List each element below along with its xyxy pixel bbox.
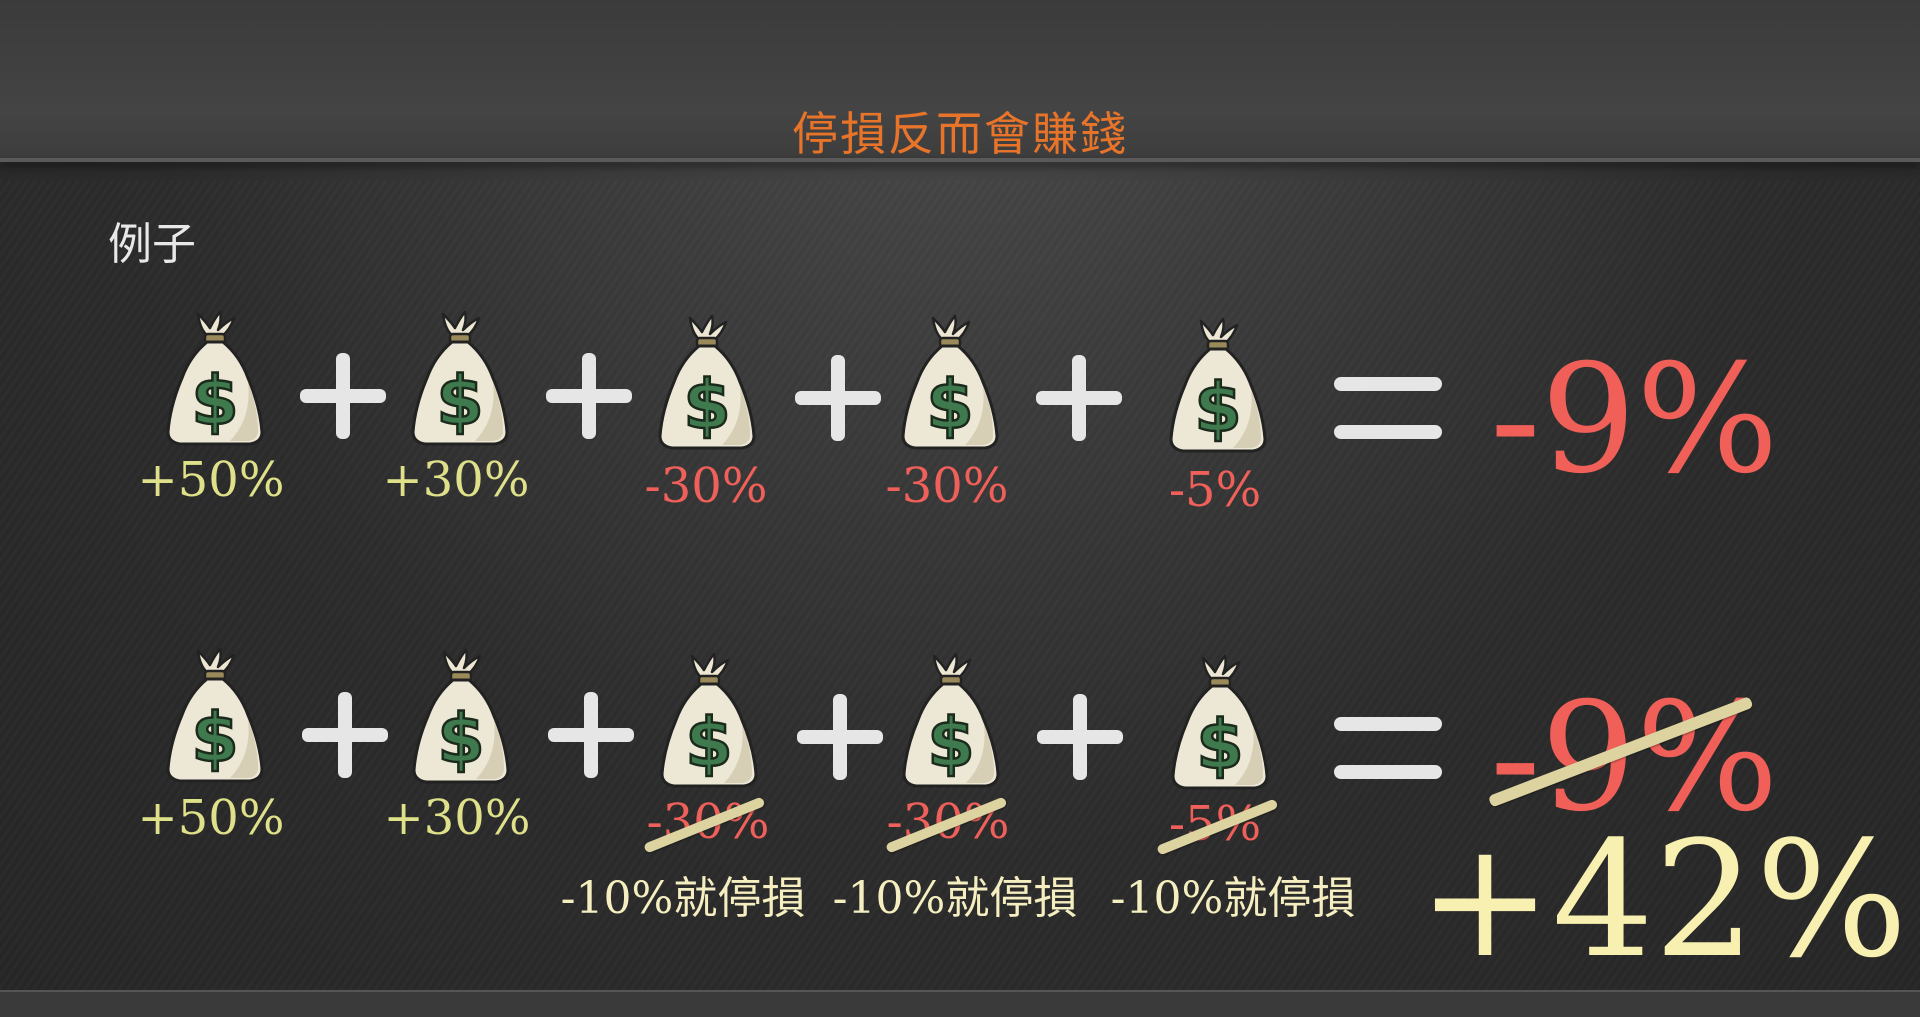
- plus-icon: [302, 692, 388, 778]
- row-2-new-result: +42%: [1418, 806, 1908, 993]
- equals-icon: [1334, 377, 1442, 439]
- plus-icon: [795, 355, 881, 441]
- plus-icon: [548, 692, 634, 778]
- money-bag-icon: [895, 312, 1005, 452]
- slide-subtitle: 例子: [108, 219, 196, 270]
- money-bag-icon: [896, 650, 1006, 790]
- percent-label: -30%: [644, 458, 768, 514]
- money-bag-icon: [1165, 652, 1275, 792]
- money-bag-icon: [405, 308, 515, 448]
- money-bag-icon: [160, 308, 270, 448]
- percent-label: +30%: [383, 790, 531, 846]
- bottom-band: [0, 990, 1920, 1017]
- header-divider: [0, 158, 1920, 162]
- money-bag-icon: [406, 646, 516, 786]
- slide-title: 停損反而會賺錢: [792, 107, 1128, 161]
- plus-icon: [300, 353, 386, 439]
- money-bag-icon: [1163, 315, 1273, 455]
- plus-icon: [1036, 355, 1122, 441]
- stop-loss-label: -10%就停損: [832, 873, 1078, 924]
- header-band: [0, 0, 1920, 160]
- plus-icon: [797, 694, 883, 780]
- stop-loss-label: -10%就停損: [1110, 873, 1356, 924]
- percent-label: -30%: [885, 458, 1009, 514]
- money-bag-icon: [652, 312, 762, 452]
- plus-icon: [1037, 694, 1123, 780]
- row-1-result: -9%: [1490, 333, 1779, 507]
- money-bag-icon: [160, 645, 270, 785]
- percent-label: -5%: [1168, 462, 1262, 518]
- stop-loss-label: -10%就停損: [560, 873, 806, 924]
- plus-icon: [546, 353, 632, 439]
- equals-icon: [1334, 717, 1442, 779]
- percent-label: +30%: [382, 452, 530, 508]
- money-bag-icon: [654, 650, 764, 790]
- percent-label: +50%: [137, 790, 285, 846]
- percent-label: +50%: [137, 452, 285, 508]
